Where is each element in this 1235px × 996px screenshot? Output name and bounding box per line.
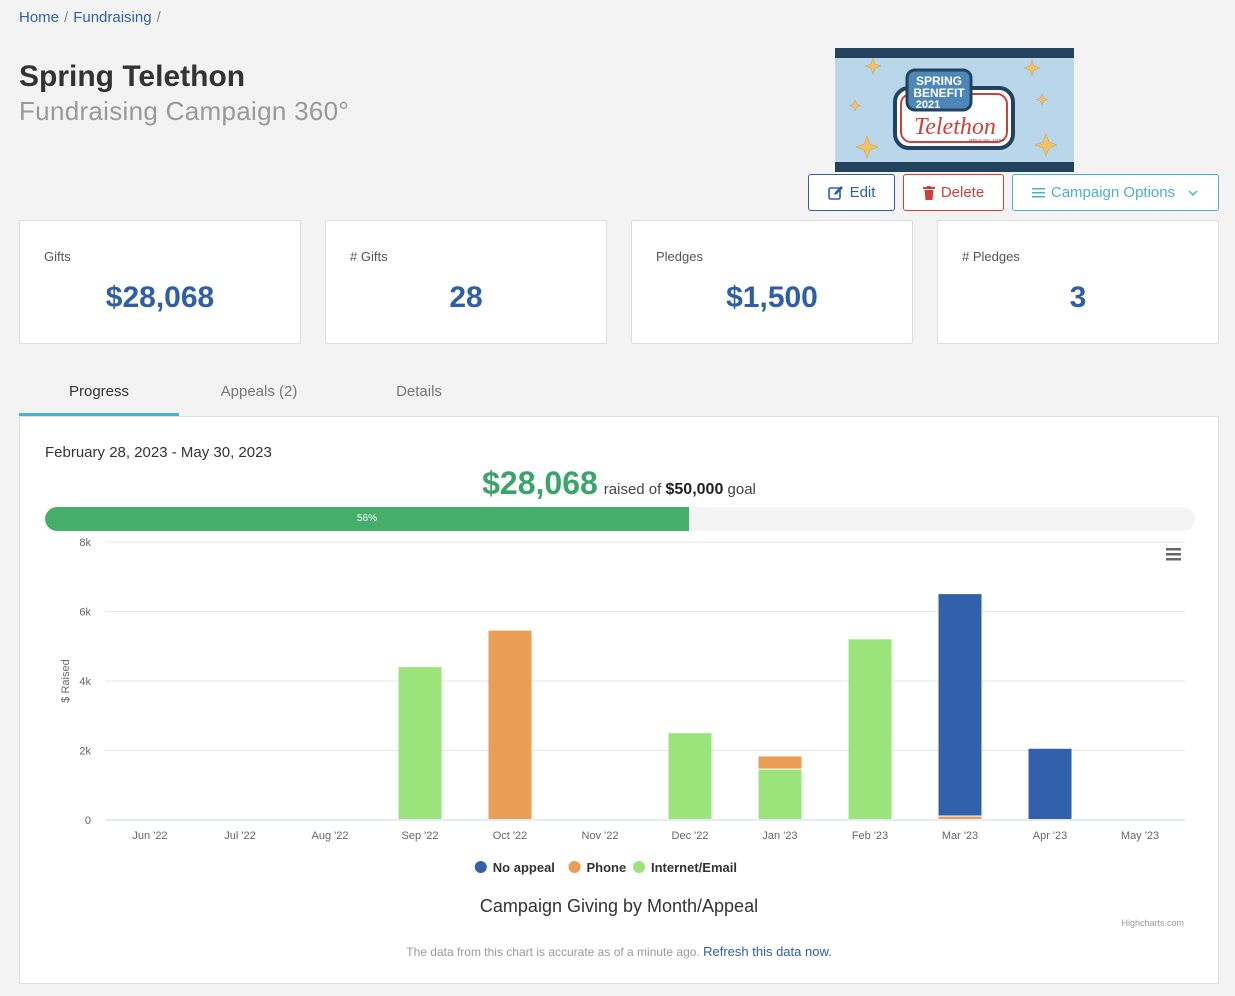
- x-tick-label: Mar '23: [942, 830, 978, 842]
- tab-details[interactable]: Details: [396, 383, 442, 400]
- logo-artwork: SPRING BENEFIT 2021 Telethon APRIL 22, 2…: [848, 57, 1058, 159]
- y-tick-label: 8k: [79, 537, 91, 549]
- logo-date: APRIL 22, 2021 · 6:00 P.M.: [969, 138, 1005, 142]
- stat-label: # Gifts: [350, 249, 388, 264]
- x-tick-label: Jan '23: [762, 830, 797, 842]
- chart-menu-icon[interactable]: [1166, 548, 1181, 551]
- giving-chart: 0 2k 4k 6k 8k $ Raised Jun '22 Jul '22 Aug '22 Se…: [60, 537, 1185, 928]
- tab-progress[interactable]: Progress: [19, 372, 179, 416]
- breadcrumb-separator: /: [156, 9, 161, 26]
- menu-lines-icon: [1031, 187, 1045, 197]
- y-tick-label: 2k: [79, 746, 91, 758]
- breadcrumb-separator: /: [64, 9, 69, 26]
- chevron-down-icon: [1188, 190, 1198, 196]
- campaign-options-label: Campaign Options: [1050, 184, 1176, 201]
- x-tick-label: May '23: [1121, 830, 1159, 842]
- page-subtitle: Fundraising Campaign 360°: [19, 96, 350, 126]
- bar-phone: [758, 756, 802, 769]
- stat-card-gift-count: # Gifts 28: [325, 220, 607, 344]
- y-axis-title: $ Raised: [60, 659, 72, 702]
- x-tick-label: Jun '22: [132, 830, 167, 842]
- legend-label: No appeal: [493, 860, 555, 875]
- raised-amount: $28,068: [482, 465, 598, 501]
- stat-label: Gifts: [44, 249, 71, 264]
- chart-menu-icon[interactable]: [1166, 558, 1181, 561]
- legend-marker: [474, 861, 487, 873]
- breadcrumb: Home / Fundraising /: [19, 9, 166, 26]
- logo-bottom-bar: [835, 162, 1074, 172]
- stat-value: 3: [1069, 281, 1087, 314]
- y-tick-label: 6k: [79, 607, 91, 619]
- stat-value: 28: [449, 281, 483, 314]
- edit-button[interactable]: Edit: [808, 174, 895, 211]
- stat-label: Pledges: [656, 249, 703, 264]
- x-tick-label: Nov '22: [582, 830, 619, 842]
- x-tick-label: Sep '22: [402, 830, 439, 842]
- campaign-options-button[interactable]: Campaign Options: [1012, 174, 1219, 211]
- campaign-tabs: Progress Appeals (2) Details: [19, 372, 1219, 417]
- logo-year: 2021: [916, 99, 940, 111]
- legend-marker: [568, 861, 581, 873]
- bar-internet-email: [668, 733, 712, 819]
- refresh-data-link[interactable]: Refresh this data now.: [703, 944, 832, 959]
- campaign-logo-image: SPRING BENEFIT 2021 Telethon APRIL 22, 2…: [835, 48, 1074, 172]
- chart-menu-icon[interactable]: [1166, 553, 1181, 556]
- delete-button[interactable]: Delete: [903, 174, 1004, 211]
- trash-icon: [922, 185, 935, 200]
- goal-word: goal: [727, 481, 756, 498]
- goal-amount: $50,000: [665, 481, 724, 498]
- page-title: Spring Telethon: [19, 60, 246, 93]
- stat-card-pledges: Pledges $1,500: [631, 220, 913, 344]
- edit-button-label: Edit: [849, 184, 876, 201]
- logo-top-bar: [835, 48, 1074, 58]
- chart-credits: Highcharts.com: [1121, 918, 1184, 928]
- bar-phone: [938, 816, 982, 819]
- y-tick-label: 0: [85, 815, 91, 827]
- legend-label: Internet/Email: [651, 860, 737, 875]
- bar-internet-email: [398, 667, 442, 819]
- data-freshness-text: The data from this chart is accurate as …: [406, 945, 700, 959]
- chart-footer-note: The data from this chart is accurate as …: [20, 944, 1218, 959]
- bar-internet-email: [848, 639, 892, 819]
- x-tick-label: Jul '22: [224, 830, 255, 842]
- logo-word: Telethon: [914, 114, 996, 140]
- stat-value: $1,500: [726, 281, 818, 314]
- legend-marker: [633, 861, 645, 873]
- x-tick-label: Feb '23: [852, 830, 888, 842]
- x-tick-label: Aug '22: [312, 830, 349, 842]
- breadcrumb-home-link[interactable]: Home: [19, 9, 60, 26]
- delete-button-label: Delete: [940, 184, 985, 201]
- stat-label: # Pledges: [962, 249, 1020, 264]
- bar-no-appeal: [938, 594, 982, 816]
- bar-no-appeal: [1028, 748, 1072, 819]
- x-tick-label: Apr '23: [1033, 830, 1068, 842]
- x-tick-label: Dec '22: [672, 830, 709, 842]
- stat-card-pledge-count: # Pledges 3: [937, 220, 1219, 344]
- raised-of-text: raised of: [603, 481, 662, 498]
- y-tick-label: 4k: [79, 676, 91, 688]
- chart-title: Campaign Giving by Month/Appeal: [480, 896, 758, 916]
- legend-label: Phone: [587, 860, 627, 875]
- progress-panel: February 28, 2023 - May 30, 2023 $28,068…: [19, 417, 1219, 984]
- goal-progress-bar: 56%: [45, 507, 1195, 531]
- stat-value: $28,068: [105, 281, 215, 314]
- tab-appeals[interactable]: Appeals (2): [220, 383, 298, 400]
- raised-summary: $28,068 raised of $50,000 goal: [20, 465, 1218, 502]
- logo-line1: SPRING: [916, 74, 962, 88]
- x-tick-label: Oct '22: [493, 830, 528, 842]
- bar-phone: [488, 630, 532, 819]
- stat-card-gifts: Gifts $28,068: [19, 220, 301, 344]
- logo-line2: BENEFIT: [913, 86, 965, 100]
- goal-progress-fill: 56%: [45, 507, 689, 531]
- edit-icon: [827, 185, 843, 200]
- bar-internet-email: [758, 769, 802, 819]
- date-range: February 28, 2023 - May 30, 2023: [45, 444, 272, 461]
- breadcrumb-fundraising-link[interactable]: Fundraising: [73, 9, 152, 26]
